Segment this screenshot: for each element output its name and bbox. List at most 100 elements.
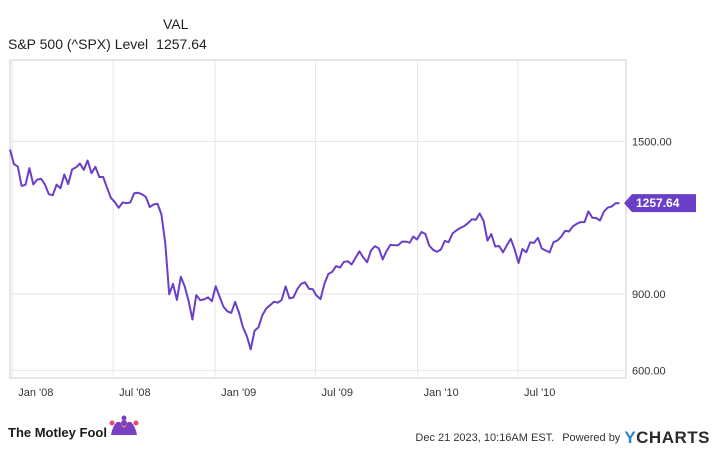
data-point xyxy=(498,245,500,247)
x-tick-label: Jul '08 xyxy=(119,387,150,399)
data-point xyxy=(289,297,291,299)
data-point xyxy=(401,241,403,243)
data-point xyxy=(529,241,531,243)
data-point xyxy=(52,194,54,196)
data-point xyxy=(94,166,96,168)
data-point xyxy=(506,244,508,246)
data-point xyxy=(416,238,418,240)
data-point xyxy=(153,204,155,206)
data-point xyxy=(386,250,388,252)
data-point xyxy=(203,298,205,300)
data-point xyxy=(459,227,461,229)
data-point xyxy=(292,296,294,298)
data-point xyxy=(564,230,566,232)
data-point xyxy=(479,212,481,214)
data-point xyxy=(226,310,228,312)
tick-layer: Jan '08 Jul '08 Jan '09 Jul '09 Jan '10 Jul '… xyxy=(18,136,672,399)
data-point xyxy=(242,326,244,328)
data-point xyxy=(467,222,469,224)
data-point xyxy=(576,223,578,225)
data-point xyxy=(389,244,391,246)
data-point xyxy=(537,237,539,239)
data-point xyxy=(79,163,81,165)
data-point xyxy=(87,160,89,162)
data-point xyxy=(335,265,337,267)
data-point xyxy=(199,299,201,301)
data-point xyxy=(188,300,190,302)
data-point xyxy=(347,260,349,262)
data-point xyxy=(315,294,317,296)
data-point xyxy=(184,285,186,287)
data-point xyxy=(60,187,62,189)
data-point xyxy=(234,301,236,303)
data-point xyxy=(223,306,225,308)
data-point xyxy=(327,273,329,275)
data-point xyxy=(246,335,248,337)
data-point xyxy=(160,213,162,215)
data-point xyxy=(405,241,407,243)
data-point xyxy=(32,183,34,185)
data-point xyxy=(300,283,302,285)
footer-attribution: Dec 21 2023, 10:16AM EST. Powered by YCH… xyxy=(415,428,710,448)
data-point xyxy=(91,172,93,174)
x-tick-label: Jan '09 xyxy=(221,387,256,399)
data-point xyxy=(424,233,426,235)
data-point xyxy=(157,203,159,205)
data-point xyxy=(133,192,135,194)
data-point xyxy=(339,267,341,269)
y-tick-label: 1500.00 xyxy=(632,136,672,148)
data-point xyxy=(444,240,446,242)
data-point xyxy=(230,312,232,314)
legend-series-label: S&P 500 (^SPX) Level xyxy=(8,36,149,52)
data-point xyxy=(618,202,620,204)
data-point xyxy=(560,236,562,238)
data-point xyxy=(556,240,558,242)
y-tick-label: 600.00 xyxy=(632,365,666,377)
data-point xyxy=(164,242,166,244)
data-point xyxy=(521,248,523,250)
data-point xyxy=(568,231,570,233)
data-point xyxy=(436,251,438,253)
data-point xyxy=(607,207,609,209)
data-point xyxy=(215,285,217,287)
data-point xyxy=(207,296,209,298)
ycharts-logo: YCHARTS xyxy=(624,428,710,447)
data-point xyxy=(374,245,376,247)
data-point xyxy=(432,249,434,251)
data-point xyxy=(168,293,170,295)
data-point xyxy=(40,178,42,180)
data-point xyxy=(48,193,50,195)
ycharts-wordmark: CHARTS xyxy=(636,428,710,447)
data-point xyxy=(304,281,306,283)
data-point xyxy=(587,210,589,212)
data-point xyxy=(106,187,108,189)
data-point xyxy=(541,248,543,250)
data-point xyxy=(611,206,613,208)
data-point xyxy=(273,301,275,303)
data-point xyxy=(331,271,333,273)
y-tick-label: 900.00 xyxy=(632,289,666,301)
data-point xyxy=(475,219,477,221)
data-point xyxy=(75,166,77,168)
data-point xyxy=(355,257,357,259)
data-point xyxy=(261,314,263,316)
data-point xyxy=(514,248,516,250)
data-point xyxy=(126,202,128,204)
data-point xyxy=(122,202,124,204)
data-point xyxy=(553,241,555,243)
legend-series-row: S&P 500 (^SPX) Level 1257.64 xyxy=(8,36,207,52)
data-point xyxy=(502,251,504,253)
data-point xyxy=(25,184,27,186)
data-point xyxy=(595,217,597,219)
data-point xyxy=(28,167,30,169)
data-point xyxy=(250,348,252,350)
data-point xyxy=(180,276,182,278)
data-point xyxy=(257,326,259,328)
data-point xyxy=(21,185,23,187)
data-point xyxy=(56,184,58,186)
data-point xyxy=(393,244,395,246)
data-point xyxy=(296,288,298,290)
data-point xyxy=(518,262,520,264)
data-point xyxy=(114,201,116,203)
